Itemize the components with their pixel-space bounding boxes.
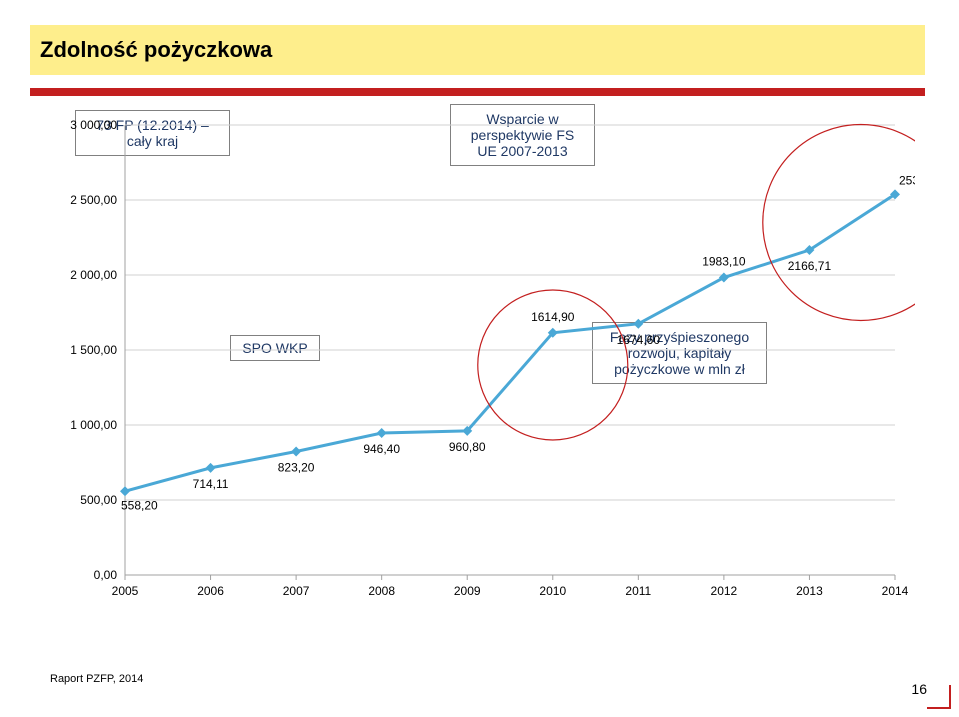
corner-decoration (927, 685, 951, 709)
data-marker (120, 486, 130, 496)
x-tick-label: 2010 (539, 584, 566, 598)
page-number: 16 (911, 681, 927, 697)
x-tick-label: 2008 (368, 584, 395, 598)
data-label: 1983,10 (702, 255, 746, 269)
data-marker (206, 463, 216, 473)
data-label: 714,11 (193, 477, 229, 491)
y-tick-label: 2 000,00 (70, 268, 117, 282)
series-line (125, 194, 895, 491)
annotation-circle (763, 125, 915, 321)
footer-source: Raport PZFP, 2014 (50, 673, 143, 685)
page-title: Zdolność pożyczkowa (40, 37, 272, 63)
data-label: 960,80 (449, 440, 486, 454)
data-marker (291, 447, 301, 457)
data-label: 946,40 (363, 442, 400, 456)
x-tick-label: 2005 (112, 584, 139, 598)
x-tick-label: 2014 (882, 584, 909, 598)
data-marker (377, 428, 387, 438)
data-label: 2537,84 (899, 173, 915, 187)
y-tick-label: 2 500,00 (70, 193, 117, 207)
x-tick-label: 2009 (454, 584, 481, 598)
x-tick-label: 2012 (711, 584, 738, 598)
y-tick-label: 3 000,00 (70, 118, 117, 132)
title-underline (30, 88, 925, 96)
data-label: 2166,71 (788, 259, 832, 273)
y-tick-label: 500,00 (80, 493, 117, 507)
data-label: 823,20 (278, 461, 315, 475)
x-tick-label: 2011 (625, 584, 651, 598)
y-tick-label: 1 000,00 (70, 418, 117, 432)
y-tick-label: 1 500,00 (70, 343, 117, 357)
x-tick-label: 2006 (197, 584, 224, 598)
data-label: 1614,90 (531, 310, 575, 324)
data-label: 558,20 (121, 498, 158, 512)
y-tick-label: 0,00 (94, 568, 118, 582)
x-tick-label: 2013 (796, 584, 823, 598)
x-tick-label: 2007 (283, 584, 310, 598)
line-chart: 0,00 500,00 1 000,00 1 500,00 2 000,00 2 500,… (45, 105, 915, 645)
chart-container: 0,00 500,00 1 000,00 1 500,00 2 000,00 2 500,… (45, 105, 915, 645)
title-band: Zdolność pożyczkowa (30, 25, 925, 75)
